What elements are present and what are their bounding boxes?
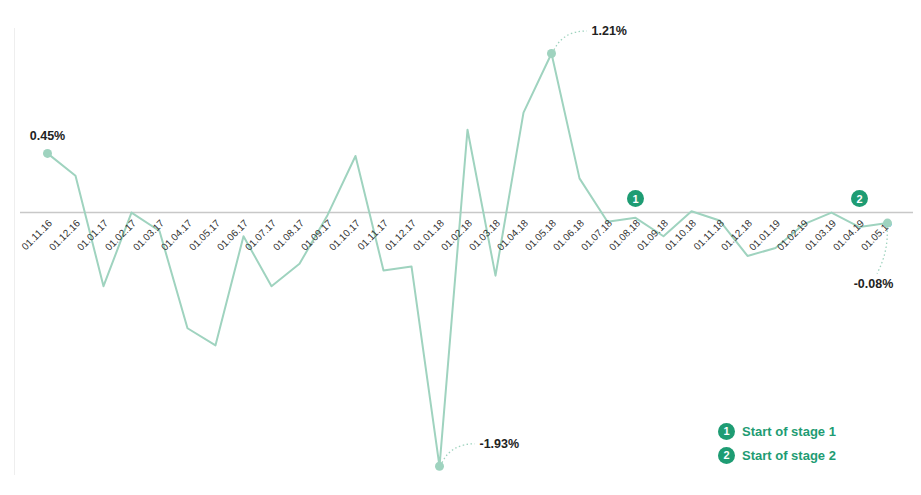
svg-text:01.05.18: 01.05.18 [522, 217, 559, 253]
html-text:Start of stage 2: Start of stage 2 [742, 447, 836, 463]
svg-text:01.03.18: 01.03.18 [466, 217, 503, 253]
svg-text:01.02.17: 01.02.17 [102, 217, 139, 253]
svg-text:01.05.19: 01.05.19 [859, 217, 895, 253]
svg-text:1: 1 [632, 193, 638, 205]
svg-text:01.10.18: 01.10.18 [662, 217, 699, 253]
html-text:2: 2 [723, 449, 730, 461]
svg-text:01.07.17: 01.07.17 [242, 217, 279, 253]
svg-text:0.45%: 0.45% [30, 129, 65, 143]
svg-text:01.09.18: 01.09.18 [634, 217, 671, 253]
svg-text:01.02.18: 01.02.18 [438, 217, 475, 253]
svg-text:01.11.16: 01.11.16 [19, 217, 55, 253]
svg-text:01.05.17: 01.05.17 [186, 217, 223, 253]
svg-text:01.06.17: 01.06.17 [214, 217, 251, 253]
svg-text:01.04.18: 01.04.18 [494, 217, 531, 253]
svg-text:01.12.17: 01.12.17 [382, 217, 419, 253]
svg-text:01.03.17: 01.03.17 [130, 217, 167, 253]
svg-text:2: 2 [856, 193, 862, 205]
svg-text:01.08.17: 01.08.17 [270, 217, 307, 253]
svg-text:01.11.17: 01.11.17 [355, 217, 391, 253]
svg-text:01.07.18: 01.07.18 [578, 217, 615, 253]
html-text:Start of stage 1: Start of stage 1 [742, 423, 836, 439]
svg-text:01.01.19: 01.01.19 [746, 217, 783, 253]
svg-text:-0.08%: -0.08% [854, 277, 894, 291]
svg-text:01.01.18: 01.01.18 [410, 217, 447, 253]
svg-text:1.21%: 1.21% [592, 24, 627, 38]
svg-text:01.04.17: 01.04.17 [158, 217, 195, 253]
svg-text:01.09.17: 01.09.17 [298, 217, 335, 253]
svg-text:01.04.19: 01.04.19 [830, 217, 867, 253]
svg-text:01.06.18: 01.06.18 [550, 217, 587, 253]
html-text:1: 1 [723, 425, 730, 437]
svg-text:01.02.19: 01.02.19 [774, 217, 811, 253]
svg-text:01.11.18: 01.11.18 [691, 217, 727, 253]
svg-text:01.08.18: 01.08.18 [606, 217, 643, 253]
svg-text:01.03.19: 01.03.19 [802, 217, 839, 253]
svg-text:01.12.16: 01.12.16 [46, 217, 83, 253]
svg-text:01.12.18: 01.12.18 [718, 217, 755, 253]
svg-text:01.01.17: 01.01.17 [74, 217, 111, 253]
svg-text:-1.93%: -1.93% [480, 437, 520, 451]
svg-text:01.10.17: 01.10.17 [326, 217, 363, 253]
